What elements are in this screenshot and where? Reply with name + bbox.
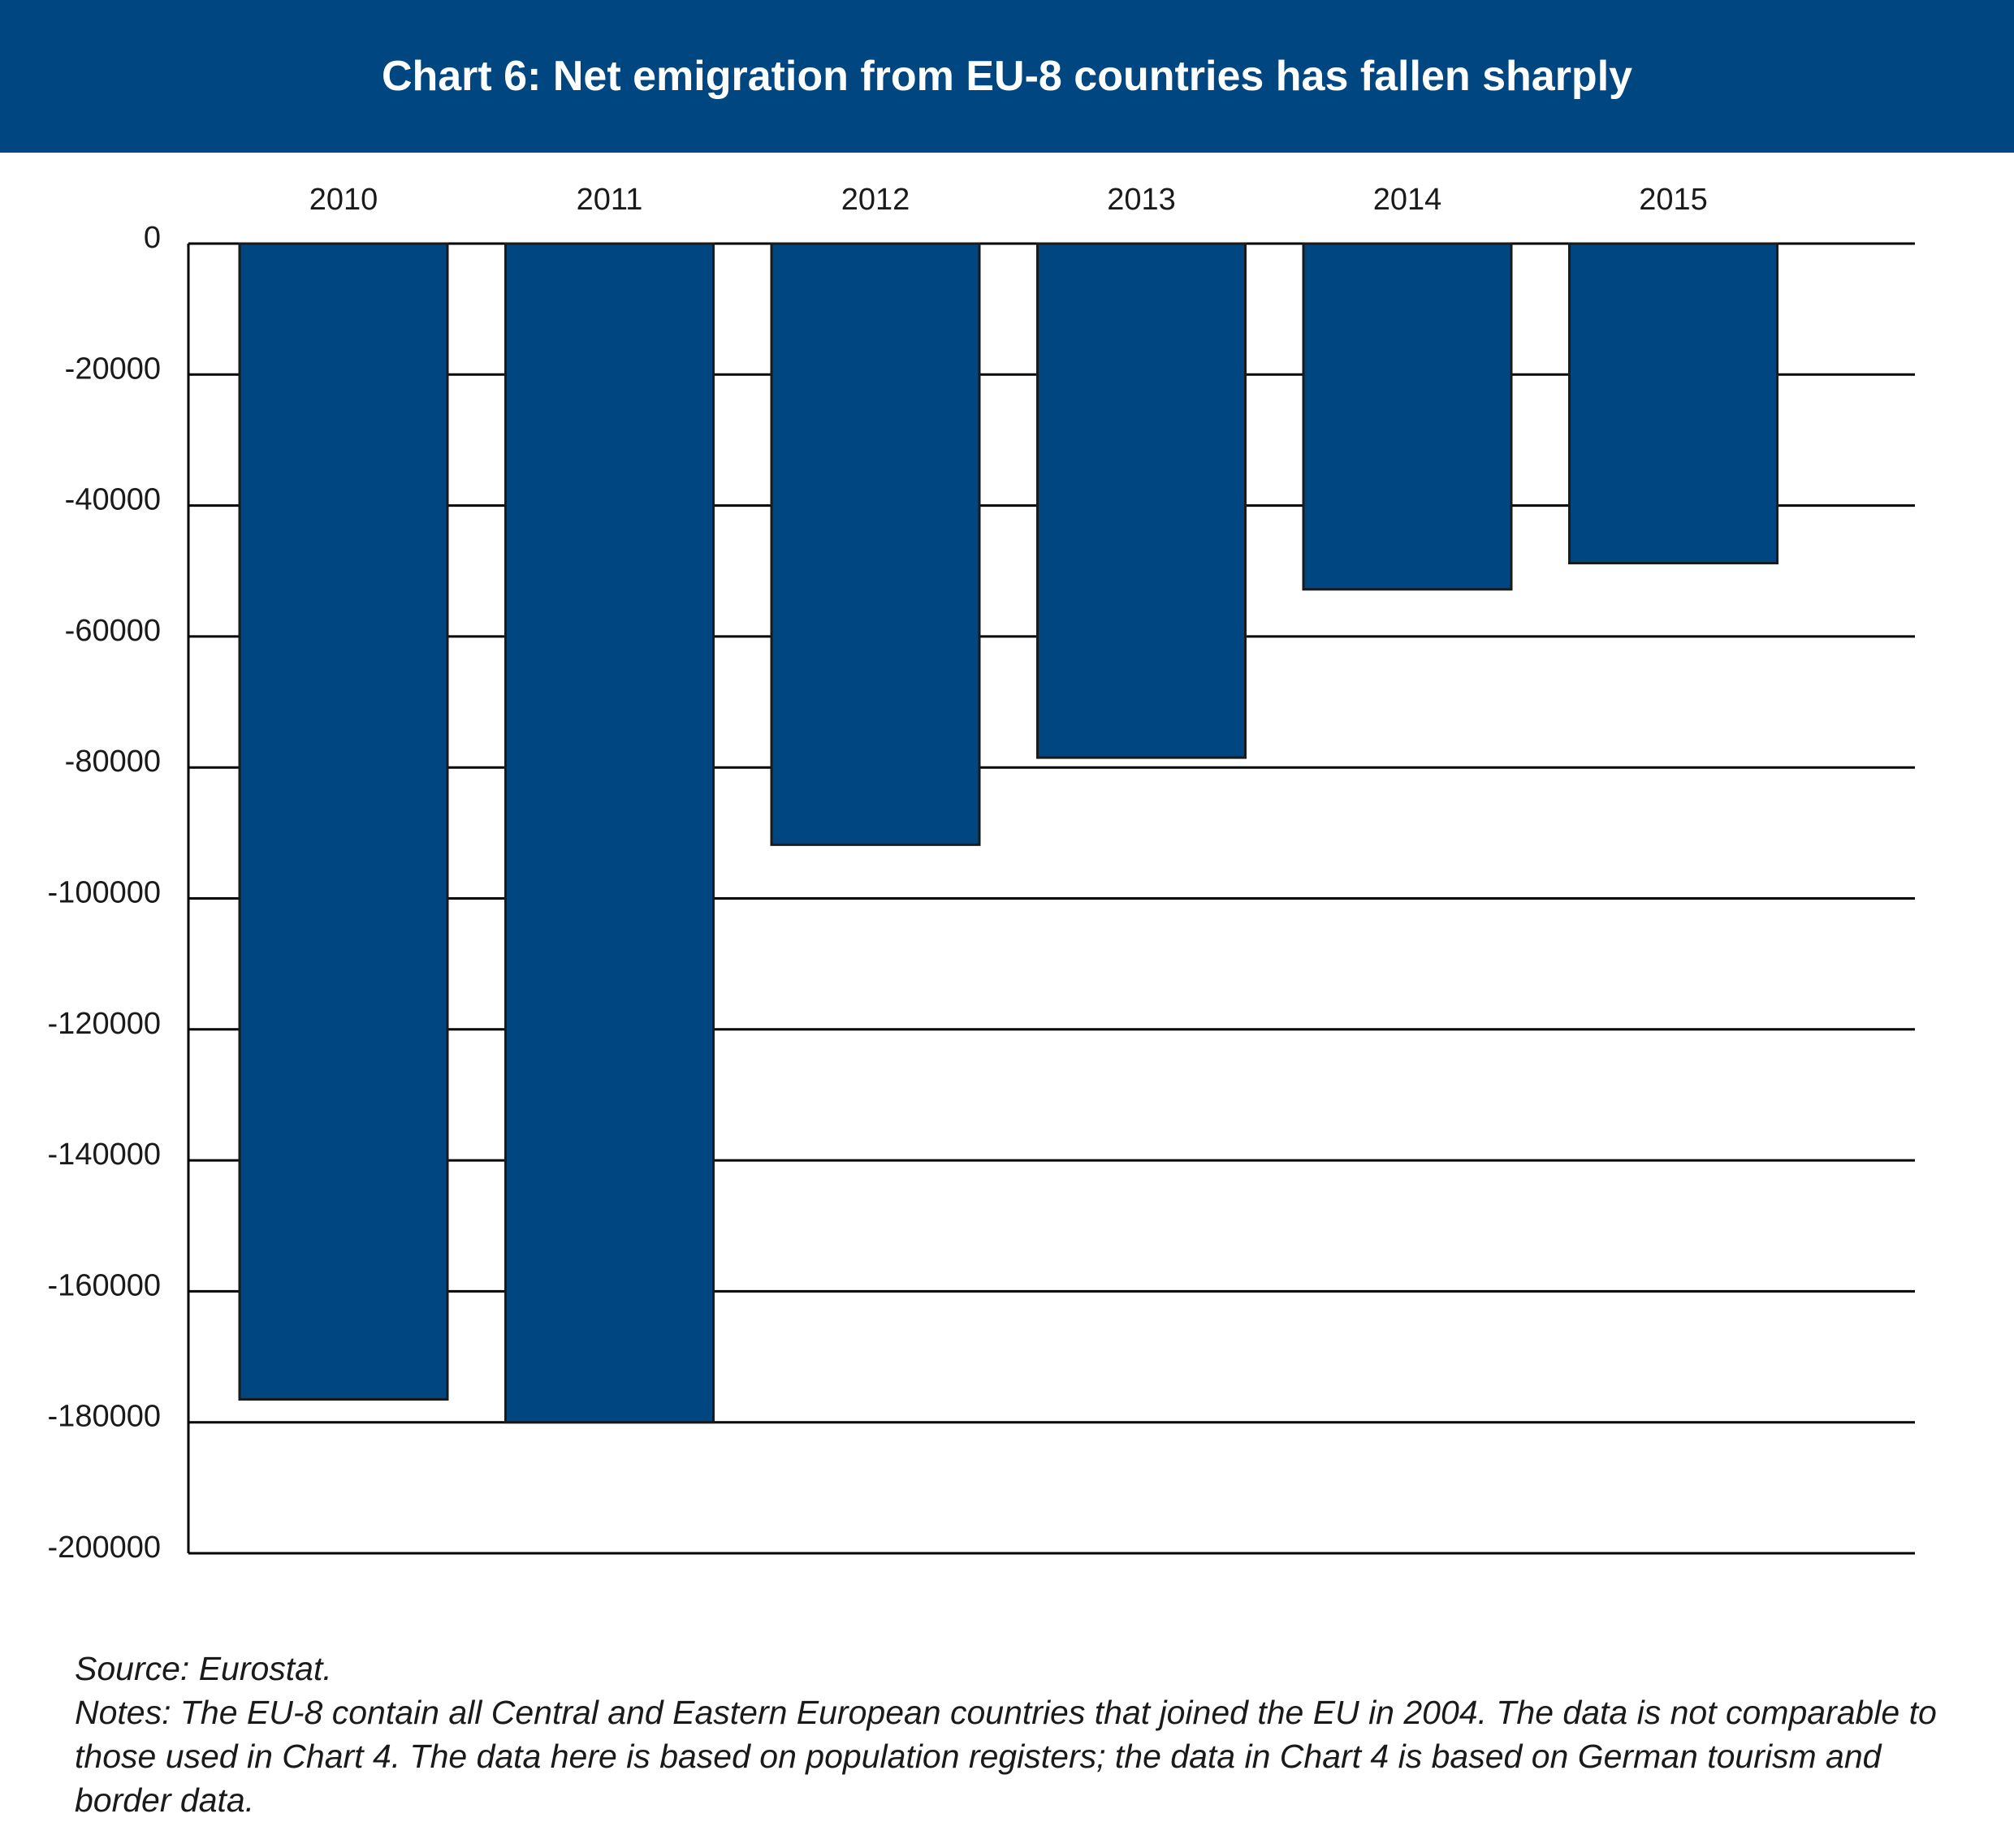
- category-label: 2014: [1373, 183, 1442, 217]
- gridlines: [188, 242, 1915, 1555]
- bar: [770, 242, 981, 846]
- bar: [238, 242, 449, 1401]
- y-tick-label: -20000: [65, 352, 161, 386]
- notes-text: Notes: The EU-8 contain all Central and …: [75, 1694, 1937, 1819]
- y-tick-label: -80000: [65, 745, 161, 779]
- y-tick-label: -160000: [48, 1268, 161, 1302]
- y-tick-label: -180000: [48, 1400, 161, 1434]
- category-label: 2010: [309, 183, 378, 217]
- category-label: 2015: [1639, 183, 1708, 217]
- category-label: 2012: [841, 183, 910, 217]
- y-tick-label: -100000: [48, 876, 161, 910]
- y-tick-label: -140000: [48, 1138, 161, 1172]
- y-tick-label: 0: [144, 221, 161, 255]
- y-tick-label: -120000: [48, 1007, 161, 1041]
- title-banner: Chart 6: Net emigration from EU-8 countr…: [0, 0, 2014, 153]
- category-label: 2011: [577, 183, 643, 217]
- y-tick-labels: 0 -20000 -40000 -60000 -80000 -100000 -120000 -…: [48, 221, 161, 1565]
- category-label: 2013: [1107, 183, 1176, 217]
- y-tick-label: -40000: [65, 483, 161, 517]
- y-tick-label: -60000: [65, 614, 161, 648]
- bar: [504, 242, 715, 1424]
- y-tick-label: -200000: [48, 1531, 161, 1565]
- bar-chart: 0 -20000 -40000 -60000 -80000 -100000 -120000 -…: [48, 183, 1915, 1565]
- bar: [1302, 242, 1513, 591]
- source-note: Source: Eurostat.: [75, 1650, 332, 1687]
- bar: [1568, 242, 1778, 565]
- chart-title: Chart 6: Net emigration from EU-8 countr…: [381, 53, 1633, 100]
- chart-footer: Source: Eurostat. Notes: The EU-8 contai…: [75, 1647, 1967, 1822]
- category-labels: 2010 2011 2012 2013 2014 2015: [309, 183, 1708, 217]
- bars: [238, 242, 1778, 1424]
- bar: [1036, 242, 1247, 759]
